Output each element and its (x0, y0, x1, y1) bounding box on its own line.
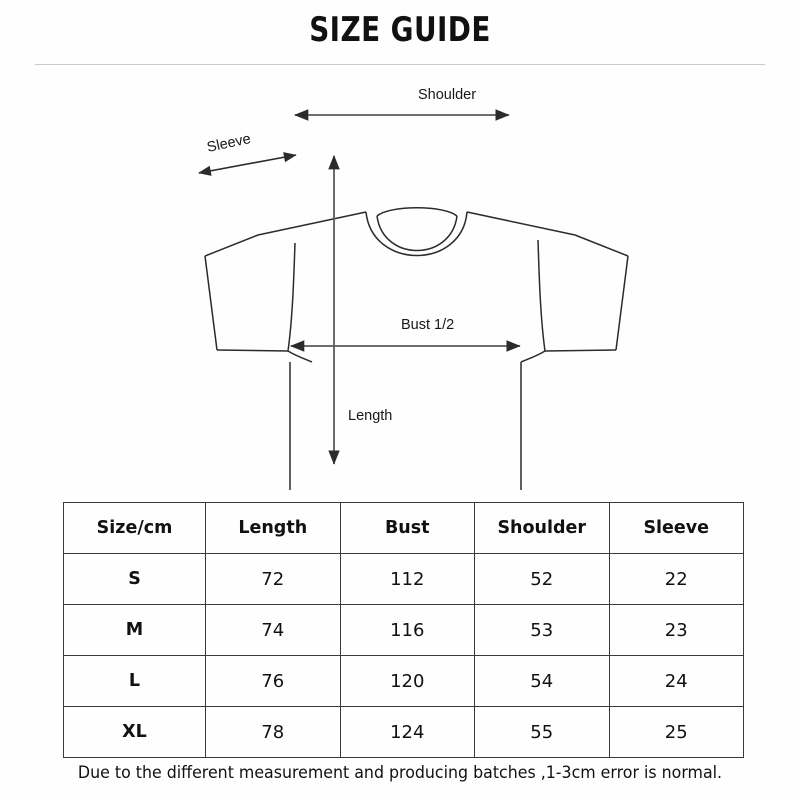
table-row: S 72 112 52 22 (63, 553, 744, 605)
sleeve-measure: Sleeve (198, 131, 297, 176)
cell-bust: 116 (339, 604, 475, 656)
cell-bust: 124 (339, 706, 475, 758)
cell-shoulder: 53 (474, 604, 610, 656)
measurement-disclaimer: Due to the different measurement and pro… (77, 763, 723, 783)
cell-size: L (63, 655, 206, 707)
cell-shoulder: 55 (474, 706, 610, 758)
bust-label: Bust 1/2 (401, 317, 454, 333)
cell-bust: 112 (339, 553, 475, 605)
shoulder-label: Shoulder (418, 87, 476, 103)
tshirt-outline (204, 207, 629, 490)
cell-length: 72 (205, 553, 341, 605)
table-row: XL 78 124 55 25 (63, 706, 744, 758)
cell-length: 74 (205, 604, 341, 656)
length-measure: Length (328, 154, 392, 465)
cell-length: 76 (205, 655, 341, 707)
column-header-size: Size/cm (63, 502, 206, 554)
page-title: SIZE GUIDE (309, 10, 491, 50)
table-row: L 76 120 54 24 (63, 655, 744, 707)
cell-size: M (63, 604, 206, 656)
sleeve-arrow (198, 152, 297, 176)
cell-size: XL (63, 706, 206, 758)
cell-sleeve: 23 (608, 604, 744, 656)
cell-shoulder: 54 (474, 655, 610, 707)
column-header-shoulder: Shoulder (474, 502, 610, 554)
shoulder-measure: Shoulder (293, 87, 510, 121)
table-header-row: Size/cm Length Bust Shoulder Sleeve (63, 502, 744, 554)
column-header-bust: Bust (339, 502, 475, 554)
size-chart-table: Size/cm Length Bust Shoulder Sleeve S 72… (63, 502, 744, 758)
column-header-length: Length (205, 502, 341, 554)
cell-length: 78 (205, 706, 341, 758)
length-label: Length (348, 408, 392, 424)
column-header-sleeve: Sleeve (608, 502, 744, 554)
sleeve-label: Sleeve (206, 131, 253, 156)
title-divider (35, 64, 765, 65)
cell-shoulder: 52 (474, 553, 610, 605)
cell-size: S (63, 553, 206, 605)
cell-bust: 120 (339, 655, 475, 707)
table-row: M 74 116 53 23 (63, 604, 744, 656)
cell-sleeve: 22 (608, 553, 744, 605)
cell-sleeve: 24 (608, 655, 744, 707)
tshirt-measurement-diagram: Shoulder Sleeve Bust 1/2 Length (0, 70, 800, 490)
cell-sleeve: 25 (608, 706, 744, 758)
bust-measure: Bust 1/2 (289, 317, 521, 352)
